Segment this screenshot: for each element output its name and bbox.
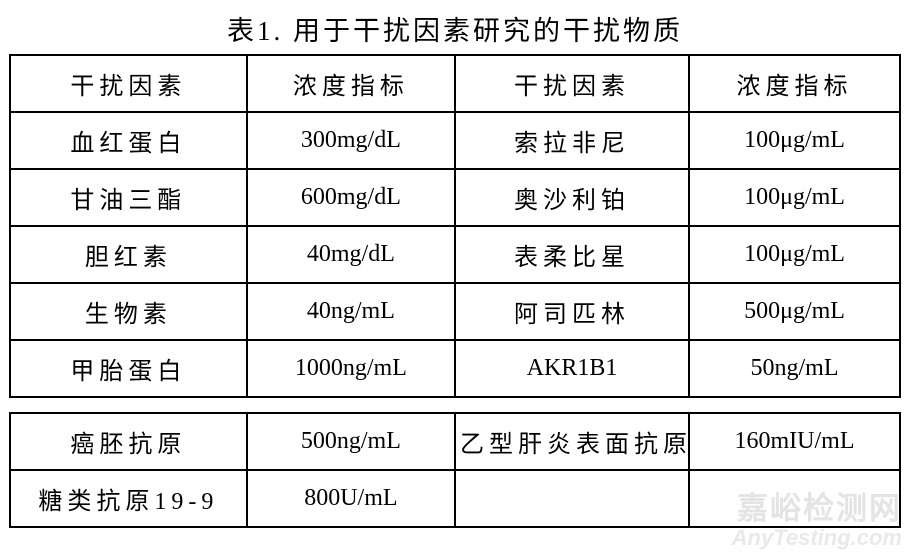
table-cell: 40ng/mL (245, 282, 456, 341)
table-cell: 甘油三酯 (9, 168, 248, 227)
table-cell: 糖类抗原19-9 (9, 469, 248, 528)
table-cell: 胆红素 (9, 225, 248, 284)
table-cell: 甲胎蛋白 (9, 339, 248, 398)
table-row: 甲胎蛋白 1000ng/mL AKR1B1 50ng/mL (9, 339, 901, 398)
table-header-row: 干扰因素 浓度指标 干扰因素 浓度指标 (9, 54, 901, 113)
table-cell: 500ng/mL (245, 412, 456, 471)
table-cell: 乙型肝炎表面抗原 (453, 412, 691, 471)
table-cell: 表柔比星 (453, 225, 691, 284)
table-row: 糖类抗原19-9 800U/mL (9, 469, 901, 528)
header-cell: 干扰因素 (453, 54, 691, 113)
table-row: 生物素 40ng/mL 阿司匹林 500μg/mL (9, 282, 901, 341)
header-cell: 浓度指标 (688, 54, 901, 113)
watermark-site-url: AnyTesting.com (731, 524, 902, 550)
table-cell: 100μg/mL (688, 225, 901, 284)
table-cell: 800U/mL (245, 469, 456, 528)
table-cell: 50ng/mL (688, 339, 901, 398)
table-cell: 血红蛋白 (9, 111, 248, 170)
table-row: 癌胚抗原 500ng/mL 乙型肝炎表面抗原 160mIU/mL (9, 412, 901, 471)
table-row: 血红蛋白 300mg/dL 索拉非尼 100μg/mL (9, 111, 901, 170)
table-cell: 100μg/mL (688, 111, 901, 170)
table-cell (453, 469, 691, 528)
table-cell: 生物素 (9, 282, 248, 341)
table-cell: 奥沙利铂 (453, 168, 691, 227)
table-cell: 100μg/mL (688, 168, 901, 227)
table-cell: 阿司匹林 (453, 282, 691, 341)
header-cell: 浓度指标 (245, 54, 456, 113)
table-cell: 40mg/dL (245, 225, 456, 284)
table-cell: AKR1B1 (453, 339, 691, 398)
header-cell: 干扰因素 (9, 54, 248, 113)
table-row: 胆红素 40mg/dL 表柔比星 100μg/mL (9, 225, 901, 284)
interference-table-secondary: 癌胚抗原 500ng/mL 乙型肝炎表面抗原 160mIU/mL 糖类抗原19-… (9, 412, 901, 528)
table-cell: 160mIU/mL (688, 412, 901, 471)
table-cell: 索拉非尼 (453, 111, 691, 170)
table-cell: 500μg/mL (688, 282, 901, 341)
table-row: 甘油三酯 600mg/dL 奥沙利铂 100μg/mL (9, 168, 901, 227)
table-cell: 1000ng/mL (245, 339, 456, 398)
table-cell (688, 469, 901, 528)
table-cell: 600mg/dL (245, 168, 456, 227)
table-cell: 300mg/dL (245, 111, 456, 170)
table-title: 表1. 用于干扰因素研究的干扰物质 (227, 16, 683, 46)
table-separator-gap (0, 398, 910, 412)
table-cell: 癌胚抗原 (9, 412, 248, 471)
interference-table-main: 干扰因素 浓度指标 干扰因素 浓度指标 血红蛋白 300mg/dL 索拉非尼 1… (9, 54, 901, 398)
